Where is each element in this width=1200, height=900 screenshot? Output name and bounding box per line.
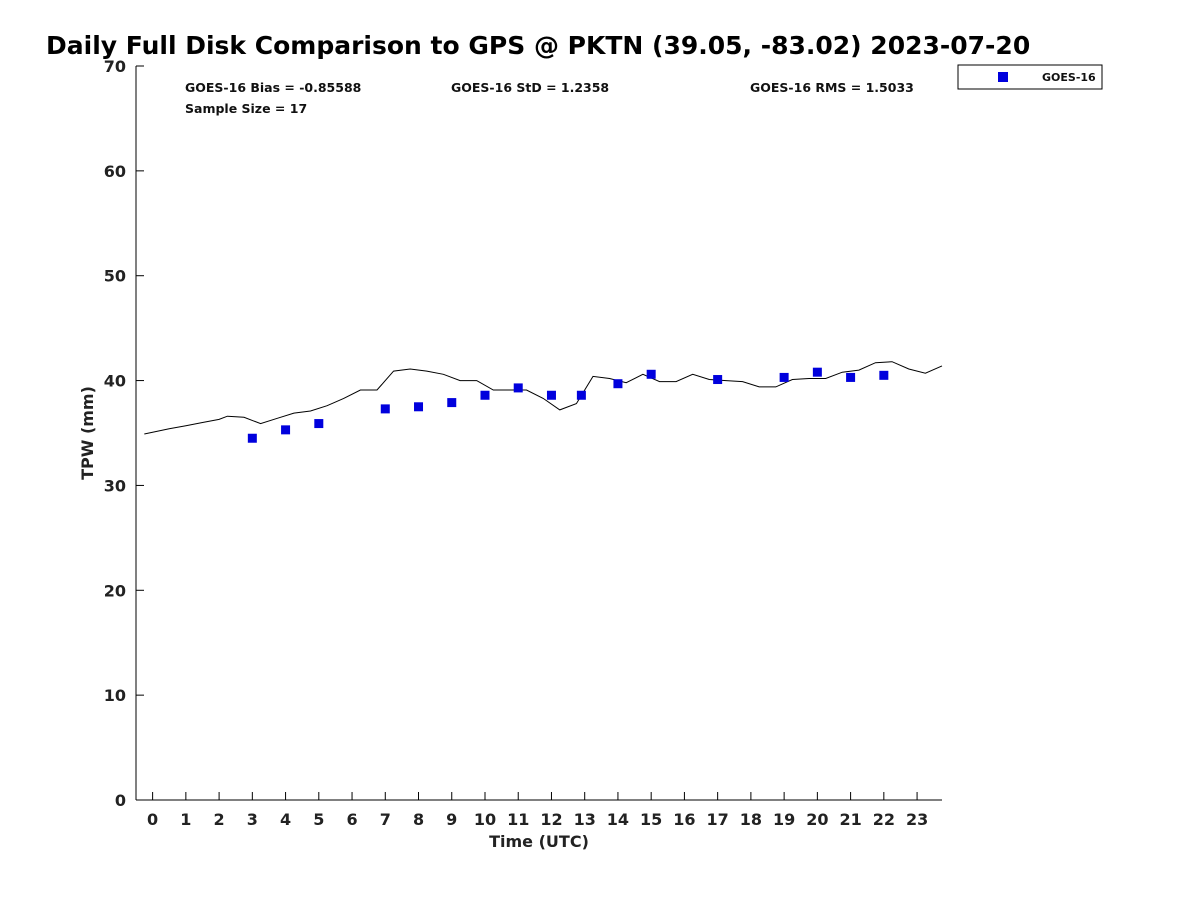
gps-tpw-line xyxy=(144,361,943,435)
legend-marker-goes16 xyxy=(998,72,1008,82)
x-tick-label: 8 xyxy=(413,810,424,829)
goes16-point xyxy=(879,370,889,380)
goes16-point xyxy=(779,372,789,382)
x-tick-label: 12 xyxy=(540,810,562,829)
x-tick-label: 2 xyxy=(214,810,225,829)
x-tick-label: 19 xyxy=(773,810,795,829)
goes16-point xyxy=(480,390,490,400)
x-tick-label: 20 xyxy=(806,810,828,829)
x-tick-label: 1 xyxy=(180,810,191,829)
goes16-points xyxy=(247,367,889,443)
plot-axes xyxy=(135,66,942,801)
x-tick-label: 14 xyxy=(607,810,629,829)
goes16-point xyxy=(646,369,656,379)
goes16-point xyxy=(713,375,723,385)
x-tick-label: 5 xyxy=(313,810,324,829)
y-tick-label: 20 xyxy=(104,581,126,600)
goes16-point xyxy=(546,390,556,400)
x-tick-label: 21 xyxy=(839,810,861,829)
goes16-point xyxy=(380,404,390,414)
legend: GOES-16 xyxy=(957,64,1103,90)
goes16-point xyxy=(846,372,856,382)
y-tick-label: 50 xyxy=(104,267,126,286)
legend-box xyxy=(957,64,1103,90)
x-tick-label: 16 xyxy=(673,810,695,829)
goes16-point xyxy=(576,390,586,400)
goes16-point xyxy=(812,367,822,377)
x-tick-label: 13 xyxy=(574,810,596,829)
bias-stat: GOES-16 Bias = -0.85588 xyxy=(185,80,361,95)
x-ticks: 0 1 2 3 4 5 6 7 8 9 10 11 12 13 14 15 16 17 18 19 20 21 22 23 xyxy=(147,792,928,829)
goes16-point xyxy=(447,398,457,408)
std-stat: GOES-16 StD = 1.2358 xyxy=(451,80,609,95)
rms-stat: GOES-16 RMS = 1.5033 xyxy=(750,80,914,95)
x-tick-label: 23 xyxy=(906,810,928,829)
y-tick-label: 30 xyxy=(104,476,126,495)
x-tick-label: 18 xyxy=(740,810,762,829)
y-ticks: 0 10 20 30 40 50 60 70 xyxy=(104,57,144,810)
y-axis-label: TPW (mm) xyxy=(78,386,97,480)
chart-title: Daily Full Disk Comparison to GPS @ PKTN… xyxy=(46,31,1030,60)
goes16-point xyxy=(247,433,257,443)
y-tick-label: 70 xyxy=(104,57,126,76)
x-tick-label: 10 xyxy=(474,810,496,829)
x-tick-label: 0 xyxy=(147,810,158,829)
goes16-point xyxy=(281,425,291,435)
x-tick-label: 7 xyxy=(380,810,391,829)
x-tick-label: 6 xyxy=(346,810,357,829)
x-tick-label: 11 xyxy=(507,810,529,829)
x-tick-label: 3 xyxy=(247,810,258,829)
x-tick-label: 22 xyxy=(873,810,895,829)
x-axis-label: Time (UTC) xyxy=(489,832,589,851)
y-tick-label: 60 xyxy=(104,162,126,181)
x-tick-label: 15 xyxy=(640,810,662,829)
x-tick-label: 9 xyxy=(446,810,457,829)
legend-label-goes16: GOES-16 xyxy=(1042,71,1096,84)
y-tick-label: 10 xyxy=(104,686,126,705)
goes16-point xyxy=(314,419,324,429)
goes16-point xyxy=(613,379,623,389)
y-tick-label: 0 xyxy=(115,791,126,810)
goes16-point xyxy=(513,383,523,393)
goes16-point xyxy=(414,402,424,412)
x-tick-label: 17 xyxy=(707,810,729,829)
sample-size-stat: Sample Size = 17 xyxy=(185,101,307,116)
y-tick-label: 40 xyxy=(104,372,126,391)
x-tick-label: 4 xyxy=(280,810,291,829)
